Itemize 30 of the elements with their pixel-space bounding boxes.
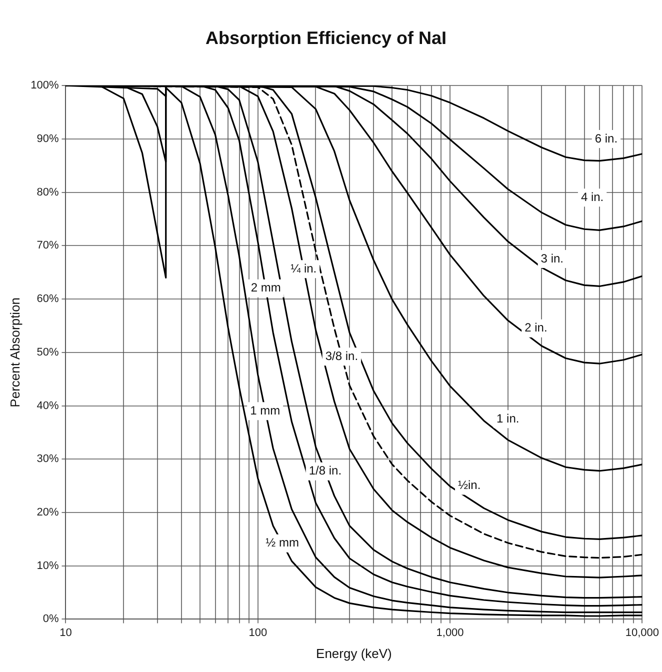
x-tick-label: 10 — [60, 626, 72, 639]
annotation: 4 in. — [580, 190, 604, 204]
y-tick-label: 20% — [36, 506, 59, 519]
annotation: 1 mm — [250, 403, 280, 418]
chart-title: Absorption Efficiency of NaI — [205, 28, 447, 48]
y-tick-label: 40% — [36, 400, 59, 412]
annotation: 2 mm — [250, 280, 281, 295]
x-axis-title: Energy (keV) — [316, 646, 392, 661]
y-tick-label: 50% — [36, 346, 59, 358]
annotation: 1 in. — [496, 411, 520, 426]
y-axis-title: Percent Absorption — [7, 297, 22, 408]
y-tick-label: 80% — [36, 186, 59, 198]
y-tick-label: 10% — [36, 560, 59, 572]
y-tick-label: 30% — [36, 453, 59, 466]
y-tick-label: 0% — [42, 613, 59, 626]
annotation: 3/8 in. — [325, 348, 358, 363]
annotation: 2 in. — [524, 320, 548, 335]
annotation: ½in. — [458, 478, 481, 492]
annotation: ½ mm — [266, 536, 299, 550]
x-tick-label: 100 — [248, 626, 268, 639]
annotation: 3 in. — [540, 251, 564, 266]
y-tick-label: 70% — [36, 240, 59, 252]
annotation: 1/8 in. — [308, 464, 342, 478]
annotation: ¼ in. — [290, 261, 317, 276]
x-tick-label: 10,000 — [625, 626, 660, 639]
annotation: 6 in. — [594, 131, 618, 146]
y-tick-label: 100% — [30, 80, 59, 92]
x-tick-label: 1,000 — [436, 626, 464, 639]
y-tick-label: 90% — [36, 132, 59, 145]
y-tick-label: 60% — [36, 293, 59, 306]
